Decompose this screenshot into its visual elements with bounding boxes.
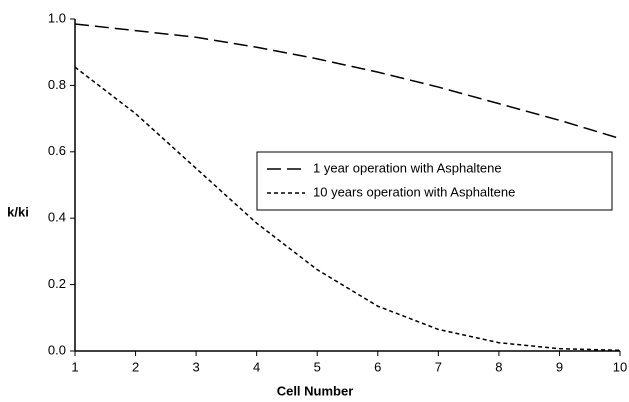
series-line [74,23,621,140]
x-tick-label: 1 [71,359,78,374]
x-tick-label: 2 [132,359,139,374]
y-axis-label: k/ki [7,204,29,219]
x-tick-label: 6 [374,359,381,374]
x-tick-label: 3 [192,359,199,374]
x-axis-label: Cell Number [277,383,354,398]
x-tick-label: 8 [495,359,502,374]
series-line [74,66,621,352]
legend-label: 1 year operation with Asphaltene [313,160,502,175]
y-tick-label: 0.6 [48,143,66,158]
legend-label: 10 years operation with Asphaltene [313,184,515,199]
x-tick-label: 9 [556,359,563,374]
x-tick-label: 4 [253,359,260,374]
y-tick-label: 0.8 [48,77,66,92]
x-tick-label: 10 [613,359,627,374]
x-tick-label: 5 [314,359,321,374]
x-tick-label: 7 [435,359,442,374]
legend-box [256,151,613,211]
y-tick-label: 0.4 [48,210,66,225]
y-tick-label: 0.2 [48,276,66,291]
y-tick-label: 1.0 [48,10,66,25]
y-tick-label: 0.0 [48,342,66,357]
